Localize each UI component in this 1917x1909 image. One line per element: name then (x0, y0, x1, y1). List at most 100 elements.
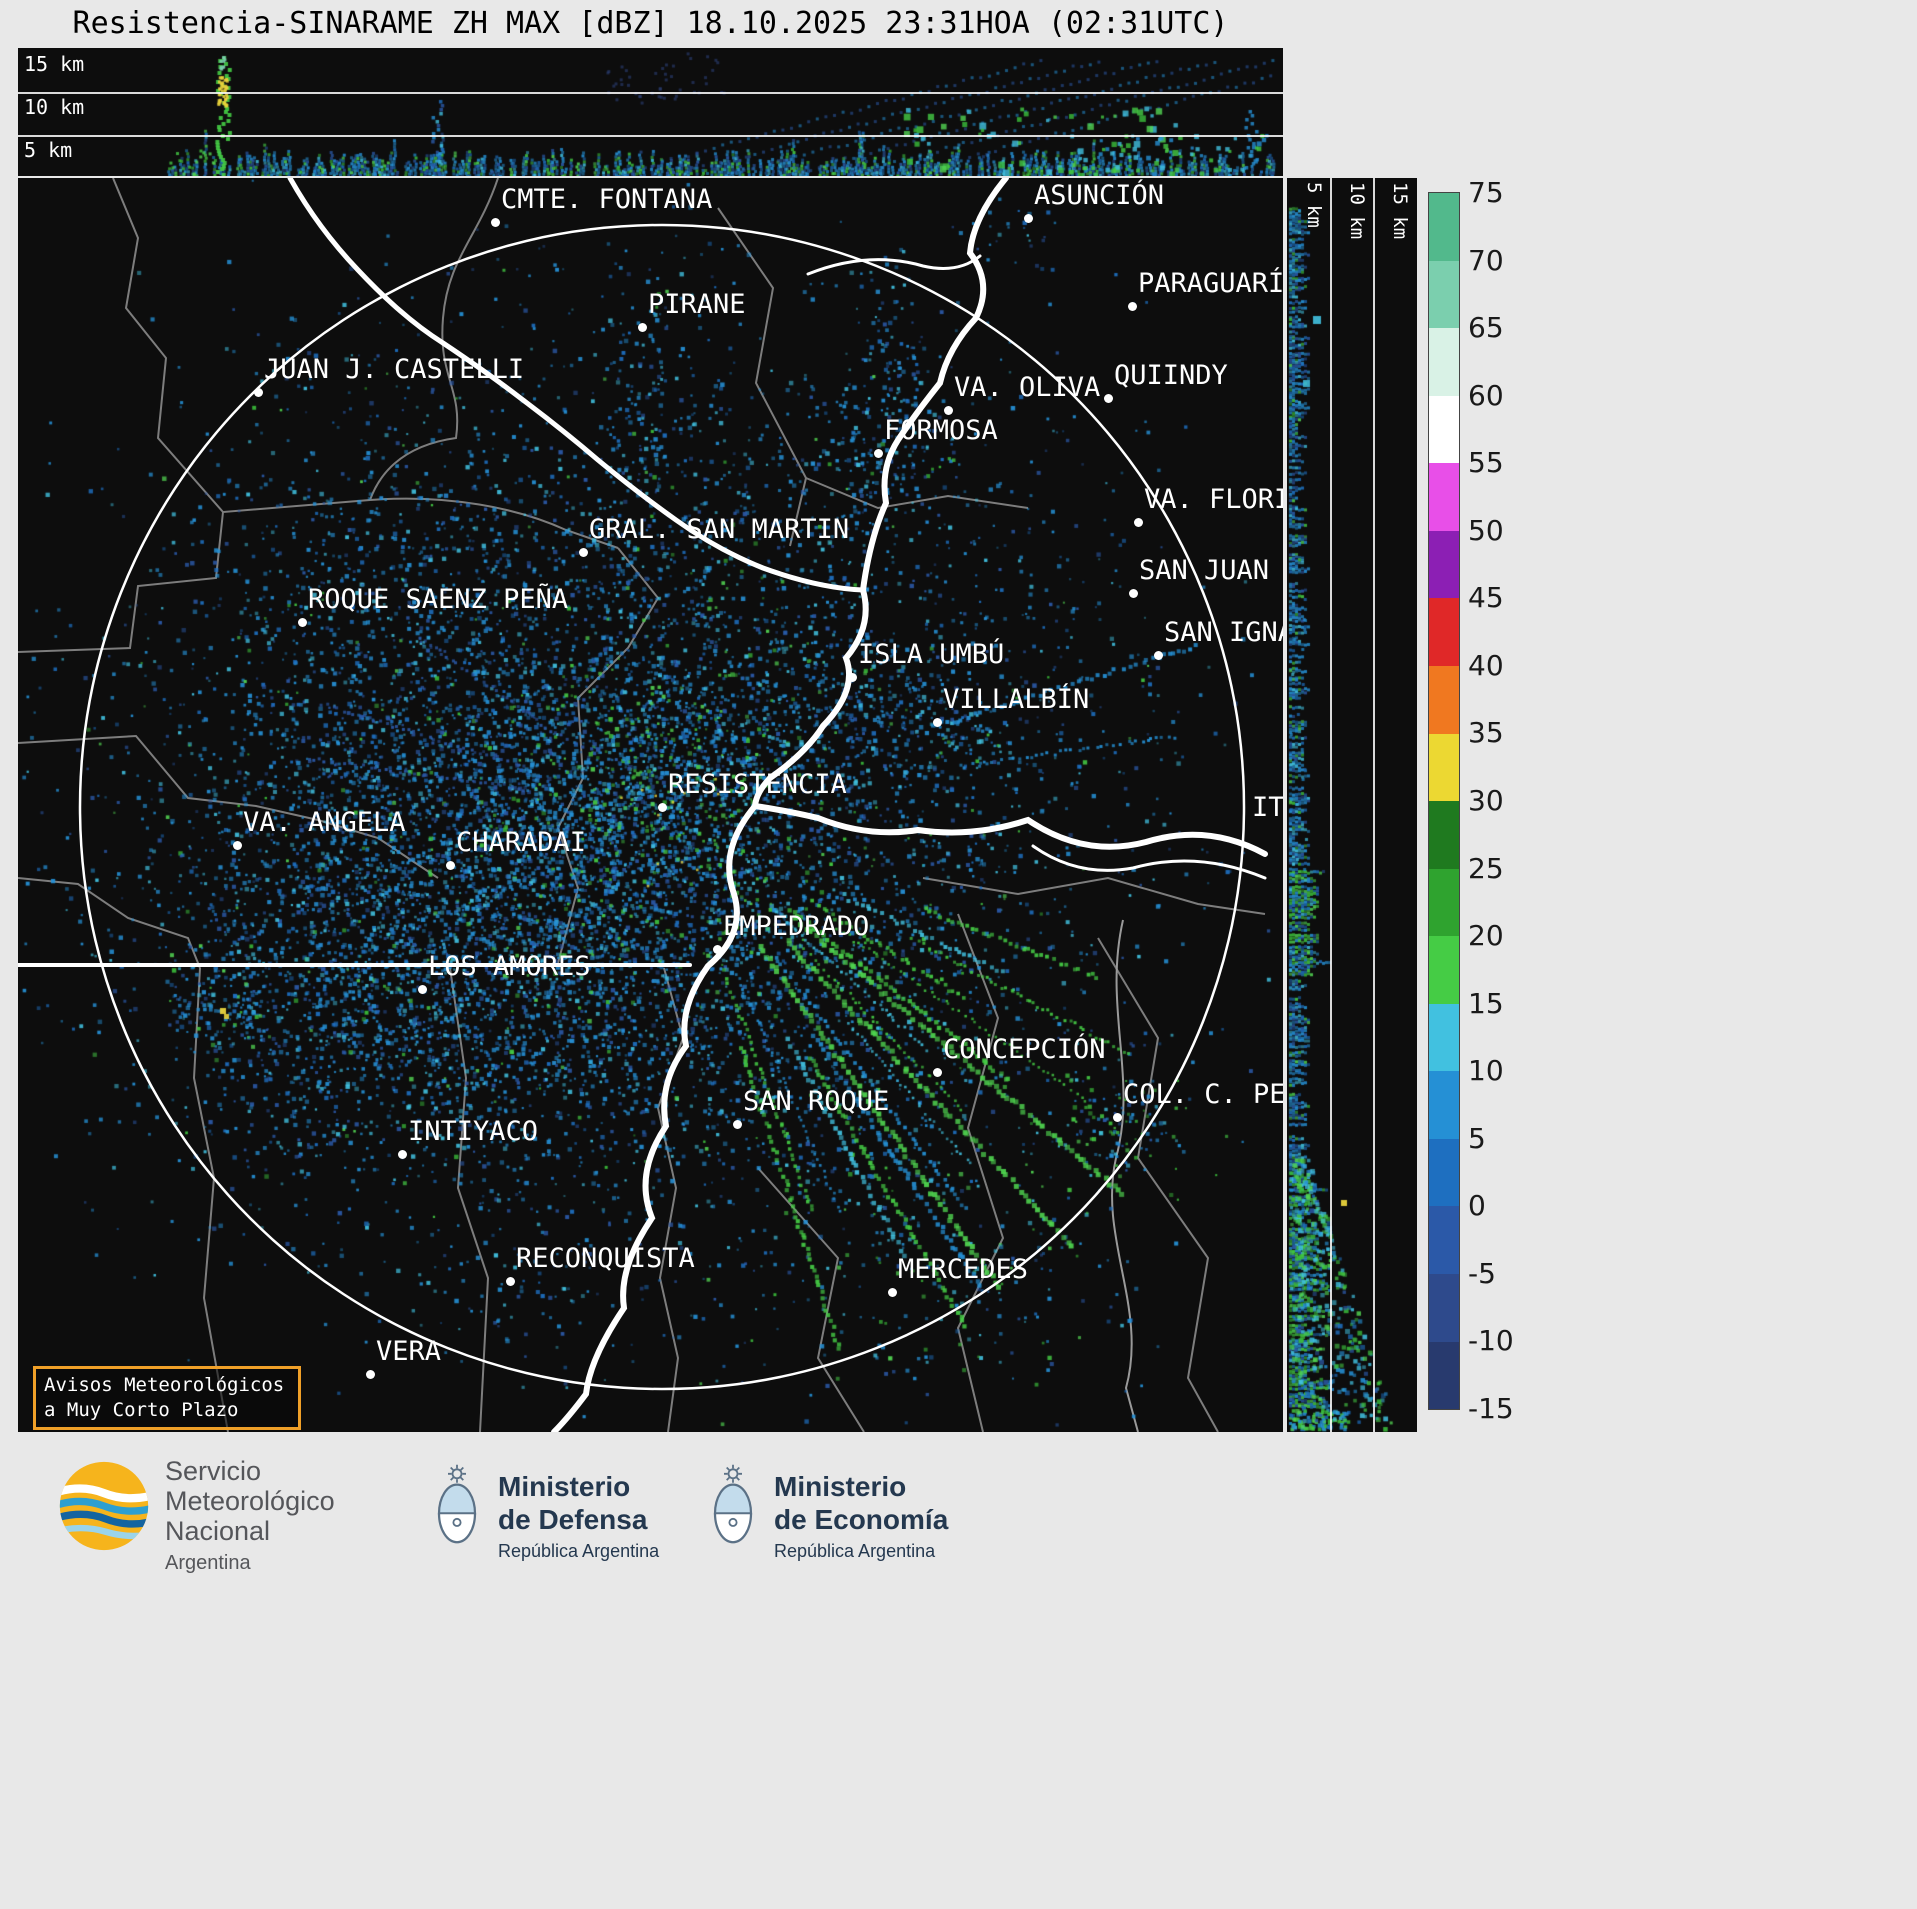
colorbar-segment (1429, 1341, 1459, 1410)
warning-box: Avisos Meteorológicos a Muy Corto Plazo (33, 1366, 301, 1430)
city-dot (638, 323, 647, 332)
colorbar-segment (1429, 665, 1459, 734)
colorbar-tick-label: 15 (1468, 986, 1504, 1020)
city-dot (418, 985, 427, 994)
city-label: VERA (376, 1336, 442, 1367)
city-dot (1129, 589, 1138, 598)
city-label: CMTE. FONTANA (501, 184, 713, 215)
colorbar-tick-label: 45 (1468, 581, 1504, 615)
city-dot (1113, 1113, 1122, 1122)
city-dot (1104, 394, 1113, 403)
colorbar-tick-label: 35 (1468, 716, 1504, 750)
economia-sub: República Argentina (774, 1541, 936, 1561)
city-label: CONCEPCIÓN (943, 1034, 1106, 1065)
city-label: PARAGUARÍ (1138, 268, 1283, 299)
altitude-gridline-10km (18, 92, 1283, 94)
top-profile-echo-canvas (18, 48, 1283, 176)
city-label: SAN ROQUE (743, 1086, 890, 1117)
altitude-label-15km: 15 km (24, 52, 85, 76)
colorbar-segment (1429, 936, 1459, 1004)
smn-country: Argentina (165, 1552, 251, 1574)
colorbar (1428, 192, 1460, 1410)
colorbar-tick-label: 10 (1468, 1054, 1504, 1088)
colorbar-segment (1429, 395, 1459, 464)
city-dot (1128, 302, 1137, 311)
colorbar-segment (1429, 328, 1459, 396)
city-label: IT (1252, 792, 1283, 823)
colorbar-tick-label: 20 (1468, 919, 1504, 953)
rivers (18, 178, 1268, 1432)
city-label: RECONQUISTA (516, 1243, 695, 1274)
city-dot (933, 1068, 942, 1077)
city-dot (506, 1277, 515, 1286)
defensa-line2: de Defensa (498, 1504, 648, 1535)
footer: Servicio Meteorológico Nacional Argentin… (0, 1432, 1917, 1909)
city-label: VA. FLORID (1144, 484, 1283, 515)
colorbar-segment (1429, 1003, 1459, 1072)
city-label: PIRANE (648, 289, 746, 320)
city-label: VILLALBÍN (943, 684, 1090, 715)
city-dot (398, 1150, 407, 1159)
city-dot (1154, 651, 1163, 660)
city-dot (579, 548, 588, 557)
city-label: JUAN J. CASTELLI (264, 354, 525, 385)
colorbar-tick-label: 55 (1468, 446, 1504, 480)
defensa-coat-of-arms (437, 1464, 477, 1544)
colorbar-tick-label: 0 (1468, 1189, 1486, 1223)
warning-box-line2: a Muy Corto Plazo (44, 1399, 239, 1421)
city-dot (366, 1370, 375, 1379)
colorbar-tick-label: -5 (1468, 1256, 1496, 1290)
city-label: COL. C. PEL (1123, 1079, 1283, 1110)
city-dot (888, 1288, 897, 1297)
city-label: SAN IGNA (1164, 617, 1283, 648)
colorbar-segment (1429, 1274, 1459, 1342)
city-label: EMPEDRADO (723, 911, 870, 942)
city-label: SAN JUAN B (1139, 555, 1283, 586)
city-label: ASUNCIÓN (1034, 180, 1165, 211)
city-dot (713, 945, 722, 954)
colorbar-tick-label: 50 (1468, 513, 1504, 547)
colorbar-tick-label: 65 (1468, 311, 1504, 345)
side-altitude-profile-panel: 5 km 10 km 15 km (1287, 178, 1417, 1432)
altitude-label-10km: 10 km (24, 95, 85, 119)
colorbar-tick-label: -15 (1468, 1392, 1514, 1425)
smn-wordmark: Servicio Meteorológico Nacional Argentin… (165, 1456, 335, 1578)
colorbar-tick-label: -10 (1468, 1324, 1514, 1358)
economia-line1: Ministerio (774, 1471, 907, 1502)
city-label: INTIYACO (408, 1116, 539, 1147)
city-dot (233, 841, 242, 850)
city-dot (298, 618, 307, 627)
product-title: Resistencia-SINARAME ZH MAX [dBZ] 18.10.… (72, 6, 1229, 41)
city-dot (446, 861, 455, 870)
city-dot (1024, 214, 1033, 223)
rivers-and-range-layer (18, 178, 1268, 1432)
smn-line1: Servicio (165, 1456, 262, 1486)
colorbar-segment (1429, 463, 1459, 531)
top-altitude-profile-panel: 15 km 10 km 5 km (18, 48, 1283, 176)
side-profile-echo-canvas (1287, 178, 1417, 1432)
colorbar-segment (1429, 193, 1459, 261)
warning-box-line1: Avisos Meteorológicos (44, 1374, 285, 1396)
colorbar-tick-label: 60 (1468, 378, 1504, 412)
colorbar-tick-label: 5 (1468, 1121, 1486, 1155)
colorbar-segment (1429, 1071, 1459, 1139)
smn-line2: Meteorológico (165, 1486, 335, 1516)
altitude-gridline-5km-v (1330, 178, 1332, 1432)
colorbar-tick-label: 40 (1468, 648, 1504, 682)
city-dot (1134, 518, 1143, 527)
smn-line3: Nacional (165, 1516, 271, 1546)
colorbar-tick-label: 70 (1468, 243, 1504, 277)
city-dot (658, 803, 667, 812)
city-label: QUIINDY (1114, 360, 1228, 391)
colorbar-segment (1429, 598, 1459, 666)
economia-wordmark: Ministerio de Economía República Argenti… (774, 1470, 948, 1562)
colorbar-segment (1429, 868, 1459, 937)
altitude-label-5km: 5 km (24, 138, 73, 162)
colorbar-tick-label: 30 (1468, 784, 1504, 817)
city-dot (874, 449, 883, 458)
defensa-sub: República Argentina (498, 1541, 660, 1561)
city-label: GRAL. SAN MARTIN (589, 514, 850, 545)
colorbar-segment (1429, 1138, 1459, 1207)
economia-coat-of-arms (713, 1464, 753, 1544)
defensa-line1: Ministerio (498, 1471, 631, 1502)
